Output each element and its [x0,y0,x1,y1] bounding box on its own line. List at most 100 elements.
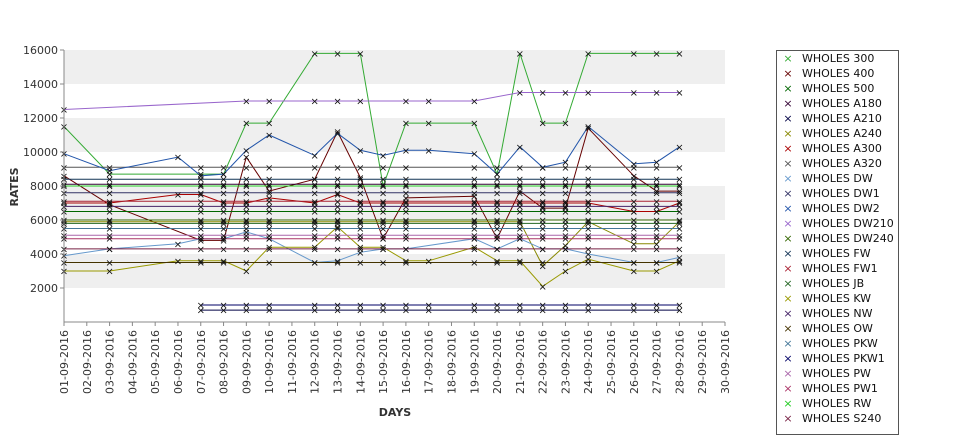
data-point: × [333,234,341,245]
data-point: × [197,224,205,235]
data-point: × [242,199,250,210]
series-lines [63,52,680,311]
data-point: × [516,199,524,210]
data-point: × [538,219,546,230]
legend-marker-icon: × [783,397,793,410]
legend-marker-icon: × [783,52,793,65]
data-point: × [242,119,250,130]
data-point: × [311,151,319,162]
data-point: × [333,231,341,242]
data-point: × [470,217,478,228]
x-tick-label: 15-09-2016 [377,330,390,394]
data-point: × [538,244,546,255]
data-point: × [265,197,273,208]
legend-label: WHOLES 400 [802,67,875,80]
data-point: × [675,234,683,245]
data-point: × [333,163,341,174]
data-point: × [630,171,638,182]
data-point: × [356,180,364,191]
series-line [63,125,680,177]
legend-marker-icon: × [783,382,793,395]
data-point: × [356,97,364,108]
data-point: × [470,119,478,130]
data-point: × [333,301,341,312]
legend-label: WHOLES FW1 [802,262,878,275]
data-point: × [652,163,660,174]
data-point: × [265,119,273,130]
data-point: × [174,190,182,201]
data-point: × [333,244,341,255]
data-point: × [402,182,410,193]
data-point: × [675,301,683,312]
data-point: × [538,216,546,227]
data-point: × [675,217,683,228]
legend-label: WHOLES A240 [802,127,882,140]
x-tick-label: 26-09-2016 [628,330,641,394]
legend-marker-icon: × [783,262,793,275]
data-point: × [197,236,205,247]
x-tick-label: 03-09-2016 [104,330,117,394]
data-point: × [333,256,341,267]
data-point: × [538,88,546,99]
series-line [63,92,680,110]
x-tick-label: 10-09-2016 [263,330,276,394]
data-point: × [584,224,592,235]
legend-marker-icon: × [783,322,793,335]
data-point: × [493,199,501,210]
data-point: × [311,234,319,245]
data-point: × [333,97,341,108]
data-point: × [242,231,250,242]
data-point: × [584,122,592,133]
data-point: × [265,217,273,228]
data-point: × [652,175,660,186]
data-point: × [516,49,524,60]
data-point: × [379,175,387,186]
data-point: × [105,216,113,227]
data-point: × [356,207,364,218]
data-point: × [219,256,227,267]
series-line [63,52,680,188]
legend-label: WHOLES OW [802,322,873,335]
data-point: × [584,219,592,230]
data-point: × [197,170,205,181]
data-point: × [493,301,501,312]
data-point: × [379,216,387,227]
y-tick-label: 6000 [30,214,58,227]
data-point: × [493,216,501,227]
data-point: × [311,231,319,242]
data-point: × [242,188,250,199]
data-point: × [402,197,410,208]
data-point: × [242,224,250,235]
legend-label: WHOLES PW1 [802,382,878,395]
x-tick-label: 14-09-2016 [354,330,367,394]
data-point: × [219,197,227,208]
x-tick-label: 05-09-2016 [149,330,162,394]
data-point: × [197,216,205,227]
grid-band [64,118,725,152]
data-point: × [265,216,273,227]
data-point: × [470,234,478,245]
data-point: × [630,258,638,269]
data-point: × [584,250,592,261]
data-point: × [584,234,592,245]
data-point: × [265,244,273,255]
data-point: × [379,234,387,245]
data-point: × [242,182,250,193]
data-point: × [561,182,569,193]
data-point: × [675,231,683,242]
data-point: × [197,202,205,213]
data-point: × [630,202,638,213]
data-point: × [105,180,113,191]
data-point: × [105,163,113,174]
data-point: × [538,207,546,218]
data-point: × [379,180,387,191]
data-point: × [333,175,341,186]
data-point: × [493,224,501,235]
data-point: × [630,207,638,218]
data-point: × [197,190,205,201]
data-point: × [493,234,501,245]
data-point: × [197,217,205,228]
legend-label: WHOLES 300 [802,52,875,65]
data-point: × [242,153,250,164]
data-point: × [470,149,478,160]
